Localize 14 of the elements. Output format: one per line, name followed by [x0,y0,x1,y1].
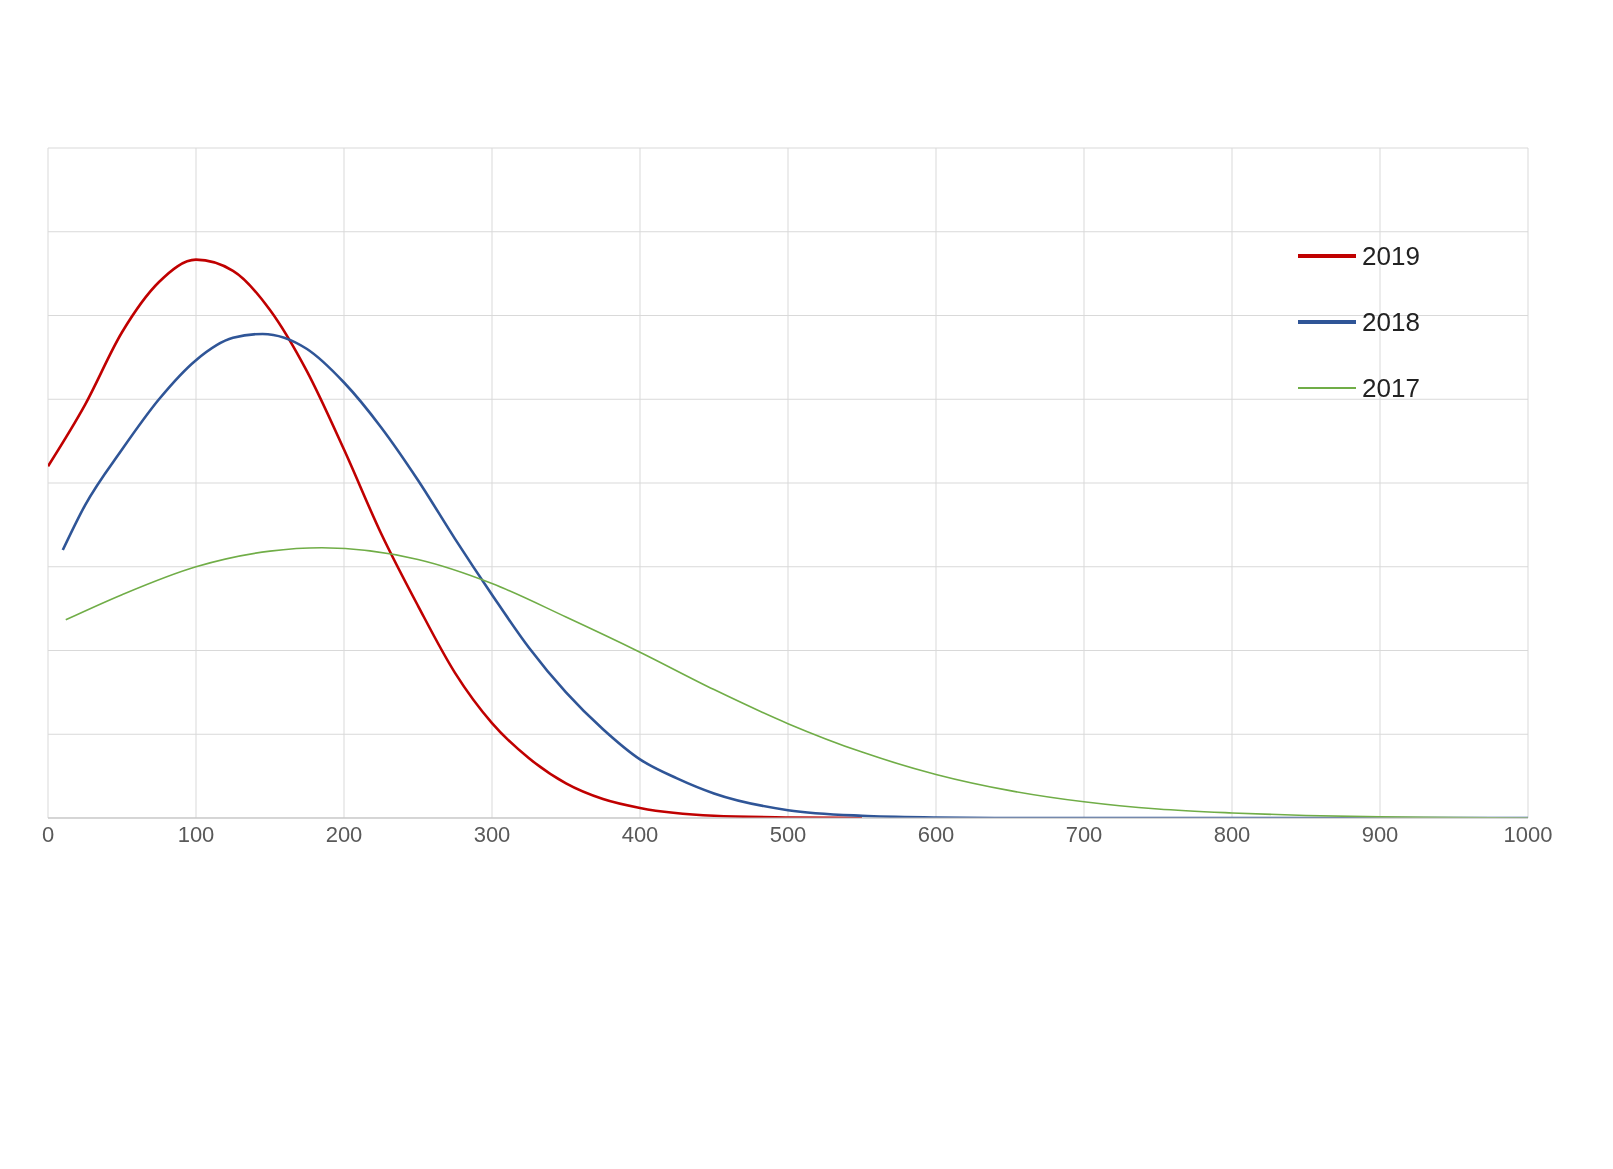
x-tick-label: 100 [177,821,215,847]
x-tick-label: 400 [621,821,659,847]
x-tick-label: 300 [473,821,511,847]
legend-label: 2017 [1362,372,1420,404]
x-tick-label: 700 [1065,821,1103,847]
legend-label: 2019 [1362,240,1420,272]
x-tick-label: 800 [1213,821,1251,847]
x-tick-label: 1000 [1503,821,1553,847]
legend-label: 2018 [1362,306,1420,338]
x-tick-label: 0 [41,821,55,847]
x-tick-label: 500 [769,821,807,847]
x-tick-label: 200 [325,821,363,847]
x-tick-label: 900 [1361,821,1399,847]
x-tick-label: 600 [917,821,955,847]
